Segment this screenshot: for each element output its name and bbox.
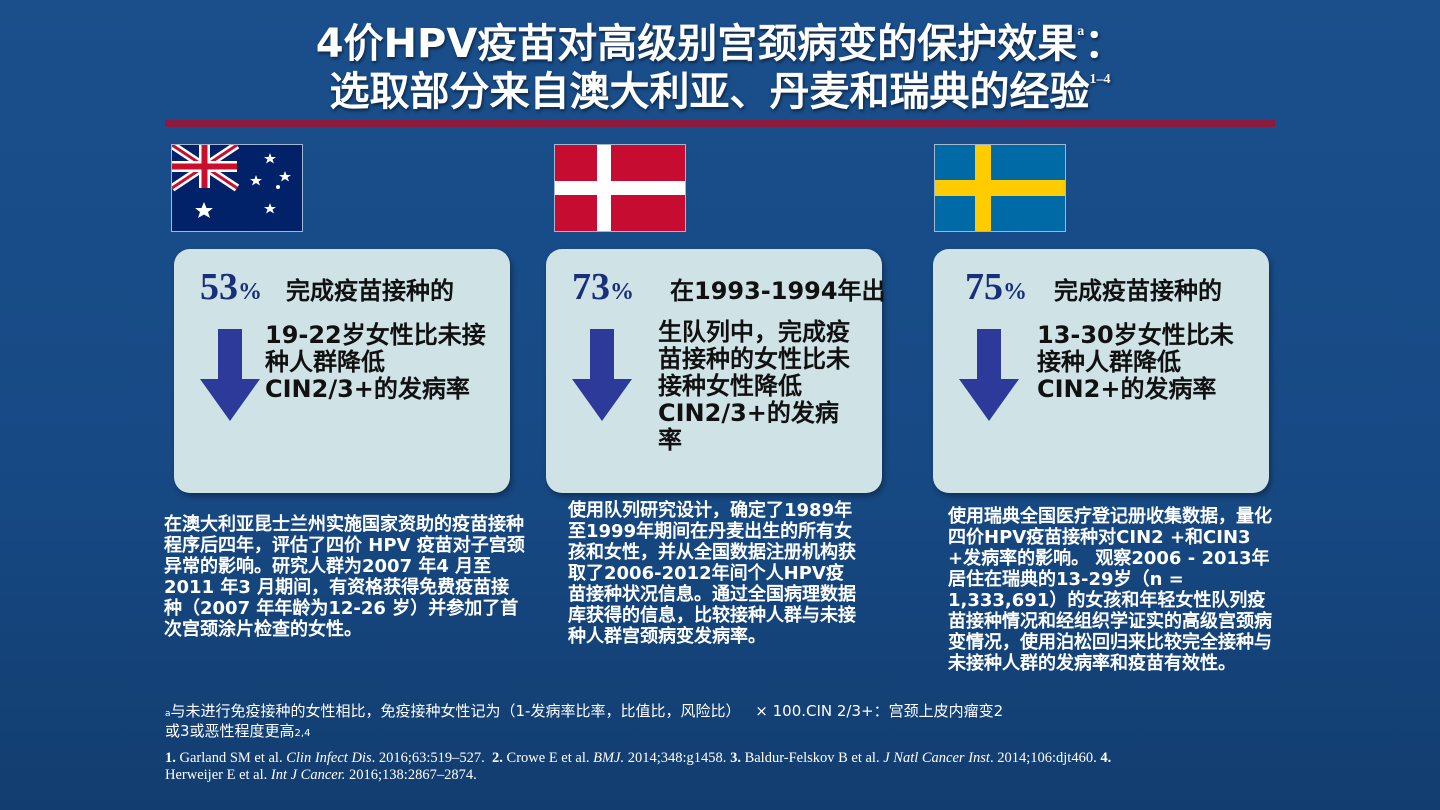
- denmark-flag: [555, 145, 685, 231]
- title-colon: ：: [1084, 21, 1125, 67]
- card-finding-text: 13-30岁女性比未接种人群降低CIN2+的发病率: [1037, 321, 1234, 403]
- title-text-2: 选取部分来自澳大利亚、丹麦和瑞典的经验: [329, 69, 1090, 115]
- down-arrow-icon: [200, 329, 260, 421]
- slide-title-line1: 4价HPV疫苗对高级别宫颈病变的保护效果a：: [0, 8, 1440, 68]
- title-reference-marker: 1–4: [1089, 72, 1111, 87]
- references: 1. Garland SM et al. Clin Infect Dis. 20…: [165, 750, 1112, 783]
- title-divider: [165, 120, 1275, 127]
- reduction-percent: 53%: [200, 266, 262, 308]
- footnote-marker: a: [165, 709, 171, 719]
- footnote-line2: 或3或恶性程度更高: [165, 722, 295, 740]
- down-arrow-icon: [959, 329, 1019, 421]
- card-finding-text: 19-22岁女性比未接种人群降低CIN2/3+的发病率: [265, 321, 486, 403]
- denmark-study-description: 使用队列研究设计，确定了1989年至1999年期间在丹麦出生的所有女孩和女性，并…: [568, 500, 856, 647]
- card-lead-text: 在1993-1994年出: [670, 277, 886, 305]
- title-text-1: 4价HPV疫苗对高级别宫颈病变的保护效果: [315, 21, 1078, 67]
- denmark-card: 73% 在1993-1994年出 生队列中，完成疫苗接种的女性比未接种女性降低C…: [546, 249, 886, 493]
- slide-title-line2: 选取部分来自澳大利亚、丹麦和瑞典的经验1–4: [0, 56, 1440, 116]
- footnote-refs: 2,4: [294, 728, 311, 739]
- sweden-card: 75% 完成疫苗接种的 13-30岁女性比未接种人群降低CIN2+的发病率: [933, 249, 1269, 493]
- reduction-percent: 75%: [965, 266, 1027, 308]
- title-footnote-marker: a: [1077, 24, 1085, 39]
- footnote-line1: 与未进行免疫接种的女性相比，免疫接种女性记为（1-发病率比率，比值比，风险比）: [170, 702, 741, 720]
- card-lead-text: 完成疫苗接种的: [1054, 277, 1222, 305]
- footnote-line1-right: × 100.CIN 2/3+：宫颈上皮内瘤变2: [755, 702, 1004, 720]
- card-finding-text: 生队列中，完成疫苗接种的女性比未接种女性降低CIN2/3+的发病率: [658, 318, 850, 454]
- australia-card: 53% 完成疫苗接种的 19-22岁女性比未接种人群降低CIN2/3+的发病率: [174, 249, 510, 493]
- australia-flag: [172, 145, 302, 231]
- card-lead-text: 完成疫苗接种的: [286, 277, 454, 305]
- footnote: a与未进行免疫接种的女性相比，免疫接种女性记为（1-发病率比率，比值比，风险比）…: [165, 700, 1285, 721]
- australia-study-description: 在澳大利亚昆士兰州实施国家资助的疫苗接种程序后四年，评估了四价 HPV 疫苗对子…: [164, 514, 525, 640]
- down-arrow-icon: [572, 329, 632, 421]
- reduction-percent: 73%: [572, 266, 634, 308]
- footnote-line2-row: 或3或恶性程度更高2,4: [165, 720, 310, 741]
- sweden-flag: [935, 145, 1065, 231]
- sweden-study-description: 使用瑞典全国医疗登记册收集数据，量化四价HPV疫苗接种对CIN2 +和CIN3 …: [948, 506, 1272, 674]
